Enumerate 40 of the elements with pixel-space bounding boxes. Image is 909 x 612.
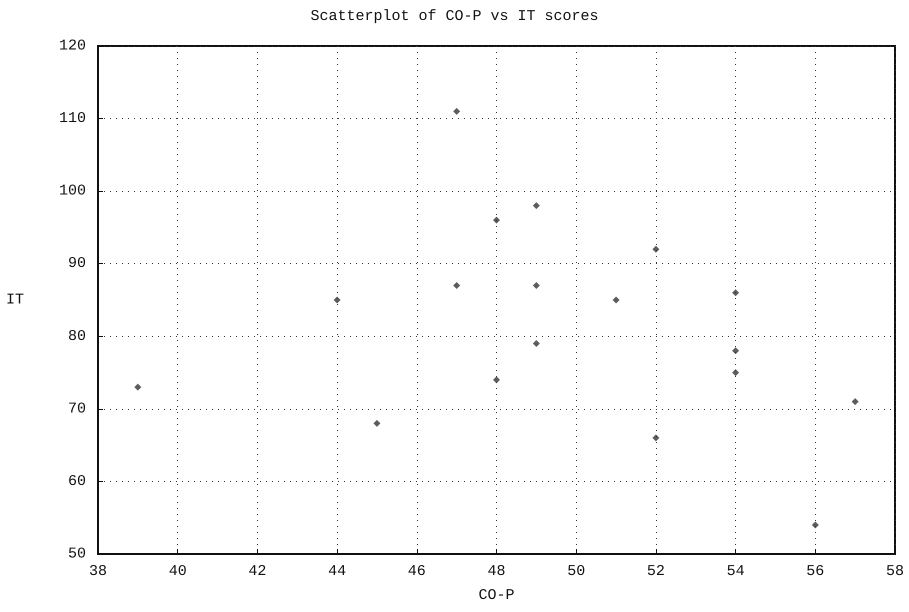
x-tick-label: 42	[248, 563, 266, 580]
y-tick-label: 100	[58, 182, 86, 200]
y-tick-label: 50	[68, 546, 86, 562]
point	[493, 376, 500, 384]
x-axis-title: CO-P	[478, 587, 515, 604]
x-tick-label: 54	[726, 563, 745, 580]
point	[652, 434, 660, 442]
x-tick-label: 56	[806, 563, 824, 580]
point	[732, 289, 740, 296]
y-tick-label: 120	[58, 38, 86, 54]
point	[373, 420, 380, 427]
chart-title: Scatterplot of CO-P vs IT scores	[310, 8, 599, 25]
point	[493, 216, 500, 224]
point	[732, 347, 740, 354]
point	[532, 340, 540, 348]
point	[453, 108, 460, 115]
point	[532, 282, 540, 289]
point	[852, 398, 859, 406]
y-tick-label: 110	[58, 110, 86, 128]
y-tick-label: 60	[68, 472, 86, 490]
x-tick-label: 52	[646, 563, 665, 580]
point	[812, 521, 819, 528]
x-tick-label: 40	[168, 563, 187, 580]
y-axis-title: IT	[6, 292, 24, 308]
point	[732, 369, 740, 376]
point	[612, 296, 620, 304]
y-tick-label: 70	[68, 400, 86, 418]
y-tick-label: 90	[68, 255, 86, 272]
x-tick-label: 44	[328, 563, 346, 580]
x-tick-label: 48	[487, 563, 506, 580]
x-tick-label: 38	[88, 563, 108, 580]
point	[453, 282, 460, 289]
point	[334, 296, 341, 304]
x-tick-label: 58	[886, 563, 904, 580]
point	[652, 246, 660, 253]
point	[532, 202, 540, 210]
point	[134, 384, 142, 391]
y-tick-label: 80	[68, 328, 86, 345]
x-tick-label: 50	[567, 563, 586, 580]
x-tick-label: 46	[408, 563, 426, 580]
